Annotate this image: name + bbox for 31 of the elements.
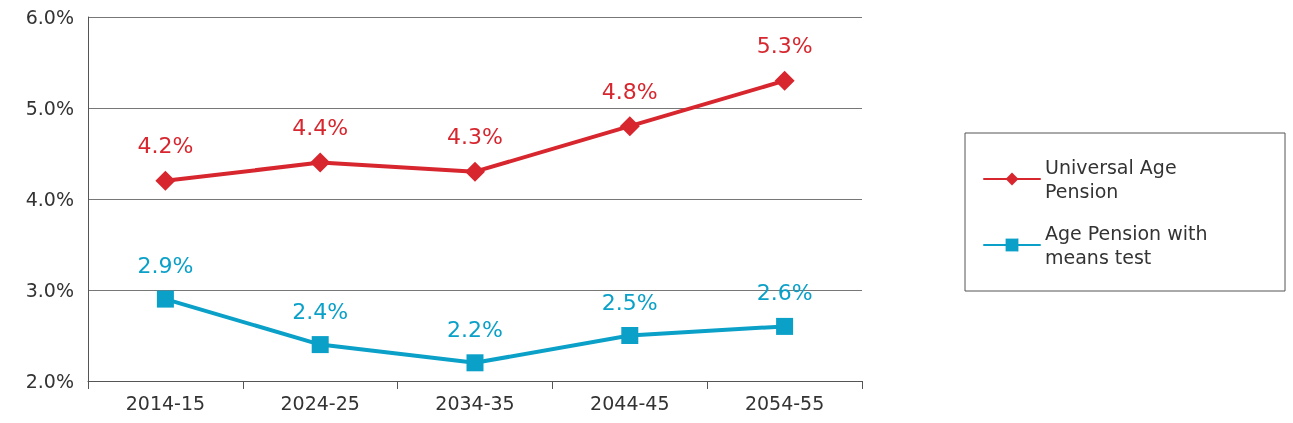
y-tick-label: 3.0% — [25, 279, 74, 301]
y-tick-label: 6.0% — [25, 6, 74, 28]
point — [466, 354, 484, 372]
data-label: 2.2% — [447, 316, 503, 342]
data-label: 2.4% — [292, 298, 349, 324]
x-tick-label: 2024-25 — [280, 391, 360, 414]
x-tick-label: 2044-45 — [590, 391, 670, 414]
x-tick-label: 2014-15 — [125, 391, 206, 414]
y-tick-label: 5.0% — [25, 97, 74, 119]
data-label: 4.8% — [601, 78, 658, 104]
data-label: 4.2% — [137, 133, 194, 159]
point — [310, 152, 331, 173]
point — [621, 327, 639, 344]
y-tick-label: 4.0% — [25, 188, 74, 210]
point — [619, 116, 640, 137]
data-label: 2.5% — [601, 289, 658, 315]
data-label: 4.3% — [447, 124, 503, 150]
point — [156, 290, 174, 308]
legend-label: Age Pension with means test — [1045, 222, 1214, 268]
x-tick-label: 2054-55 — [744, 391, 825, 414]
data-label: 4.4% — [292, 115, 349, 141]
point — [465, 161, 485, 182]
legend-label: Universal Age Pension — [1045, 156, 1183, 202]
point — [311, 336, 329, 354]
x-tick-label: 2034-35 — [435, 391, 515, 414]
data-label: 5.3% — [756, 33, 813, 59]
point — [155, 170, 176, 191]
data-label: 2.9% — [137, 253, 194, 279]
point — [774, 70, 795, 91]
point — [776, 317, 794, 335]
y-tick-label: 2.0% — [25, 370, 74, 392]
